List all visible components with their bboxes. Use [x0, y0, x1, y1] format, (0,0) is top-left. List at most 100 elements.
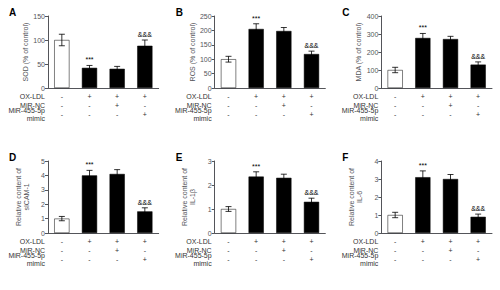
svg-text:OX-LDL: OX-LDL	[20, 238, 45, 245]
svg-text:sICAM-1: sICAM-1	[23, 183, 30, 210]
svg-text:2: 2	[208, 182, 212, 189]
svg-text:C: C	[342, 7, 349, 18]
svg-text:+: +	[448, 93, 452, 100]
svg-text:0: 0	[374, 85, 378, 92]
svg-text:-: -	[449, 111, 452, 118]
svg-text:0: 0	[208, 85, 212, 92]
svg-text:-: -	[227, 238, 230, 245]
svg-text:+: +	[282, 102, 286, 109]
svg-text:50: 50	[37, 61, 45, 68]
svg-text:0: 0	[41, 85, 45, 92]
svg-text:200: 200	[200, 27, 212, 34]
svg-text:-: -	[144, 102, 147, 109]
svg-text:&&&: &&&	[304, 189, 318, 196]
svg-text:MiR-455-5p: MiR-455-5p	[8, 252, 45, 260]
svg-text:-: -	[61, 111, 64, 118]
svg-text:3: 3	[41, 186, 45, 193]
svg-text:-: -	[394, 238, 397, 245]
svg-text:1: 1	[208, 206, 212, 213]
svg-text:+: +	[115, 247, 119, 254]
svg-text:OX-LDL: OX-LDL	[20, 93, 45, 100]
svg-text:-: -	[255, 247, 258, 254]
svg-text:&&&: &&&	[304, 42, 318, 49]
svg-text:Relative content of: Relative content of	[15, 168, 22, 226]
svg-text:-: -	[61, 102, 64, 109]
svg-text:+: +	[448, 247, 452, 254]
svg-text:+: +	[115, 238, 119, 245]
svg-text:OX-LDL: OX-LDL	[353, 93, 378, 100]
svg-text:+: +	[143, 238, 147, 245]
svg-text:-: -	[116, 111, 119, 118]
svg-text:-: -	[394, 111, 397, 118]
svg-text:+: +	[143, 93, 147, 100]
svg-text:-: -	[422, 102, 425, 109]
svg-text:mimic: mimic	[27, 115, 46, 122]
svg-text:+: +	[421, 93, 425, 100]
svg-text:0: 0	[208, 230, 212, 237]
svg-text:-: -	[116, 256, 119, 263]
svg-text:-: -	[422, 256, 425, 263]
svg-text:-: -	[144, 247, 147, 254]
svg-text:-: -	[61, 93, 64, 100]
svg-text:+: +	[143, 111, 147, 118]
svg-text:150: 150	[33, 13, 45, 20]
svg-text:-: -	[477, 102, 480, 109]
svg-text:-: -	[255, 111, 258, 118]
svg-text:+: +	[448, 102, 452, 109]
svg-text:1: 1	[41, 215, 45, 222]
svg-text:&&&: &&&	[138, 199, 152, 206]
svg-text:+: +	[87, 93, 91, 100]
svg-text:MiR-455-5p: MiR-455-5p	[175, 252, 212, 260]
svg-text:2: 2	[41, 201, 45, 208]
svg-text:Relative content of: Relative content of	[348, 168, 355, 226]
svg-text:-: -	[394, 256, 397, 263]
svg-text:+: +	[309, 238, 313, 245]
svg-text:100: 100	[33, 37, 45, 44]
svg-text:4: 4	[41, 172, 45, 179]
svg-text:+: +	[448, 238, 452, 245]
svg-text:+: +	[143, 256, 147, 263]
svg-text:+: +	[309, 93, 313, 100]
svg-text:+: +	[87, 238, 91, 245]
svg-text:-: -	[422, 111, 425, 118]
svg-text:-: -	[227, 247, 230, 254]
svg-text:***: ***	[85, 56, 93, 63]
svg-text:+: +	[282, 238, 286, 245]
svg-text:ROS (% of control): ROS (% of control)	[189, 23, 197, 82]
svg-text:&&&: &&&	[471, 205, 485, 212]
svg-text:+: +	[476, 256, 480, 263]
svg-text:-: -	[394, 102, 397, 109]
svg-text:-: -	[310, 247, 313, 254]
svg-text:+: +	[254, 238, 258, 245]
svg-text:+: +	[115, 102, 119, 109]
svg-text:F: F	[342, 152, 348, 163]
svg-text:400: 400	[367, 13, 379, 20]
svg-text:&&&: &&&	[138, 31, 152, 38]
svg-text:50: 50	[204, 70, 212, 77]
svg-text:-: -	[88, 247, 91, 254]
svg-text:IL-1β: IL-1β	[189, 189, 197, 205]
svg-text:OX-LDL: OX-LDL	[186, 93, 211, 100]
svg-text:MiR-455-5p: MiR-455-5p	[342, 252, 379, 260]
svg-text:200: 200	[367, 49, 379, 56]
svg-text:-: -	[227, 111, 230, 118]
svg-text:-: -	[61, 247, 64, 254]
svg-text:***: ***	[252, 163, 260, 170]
svg-text:-: -	[394, 93, 397, 100]
svg-text:1: 1	[374, 212, 378, 219]
svg-text:MDA (% of control): MDA (% of control)	[355, 23, 363, 82]
svg-text:-: -	[88, 102, 91, 109]
svg-text:+: +	[476, 238, 480, 245]
svg-text:+: +	[421, 238, 425, 245]
svg-text:OX-LDL: OX-LDL	[353, 238, 378, 245]
svg-text:-: -	[449, 256, 452, 263]
svg-text:+: +	[282, 247, 286, 254]
svg-text:+: +	[254, 93, 258, 100]
svg-text:-: -	[394, 247, 397, 254]
svg-text:-: -	[477, 247, 480, 254]
svg-text:3: 3	[208, 158, 212, 165]
svg-text:MiR-455-5p: MiR-455-5p	[175, 107, 212, 115]
svg-text:-: -	[310, 102, 313, 109]
svg-text:***: ***	[252, 15, 260, 22]
svg-text:***: ***	[85, 161, 93, 168]
